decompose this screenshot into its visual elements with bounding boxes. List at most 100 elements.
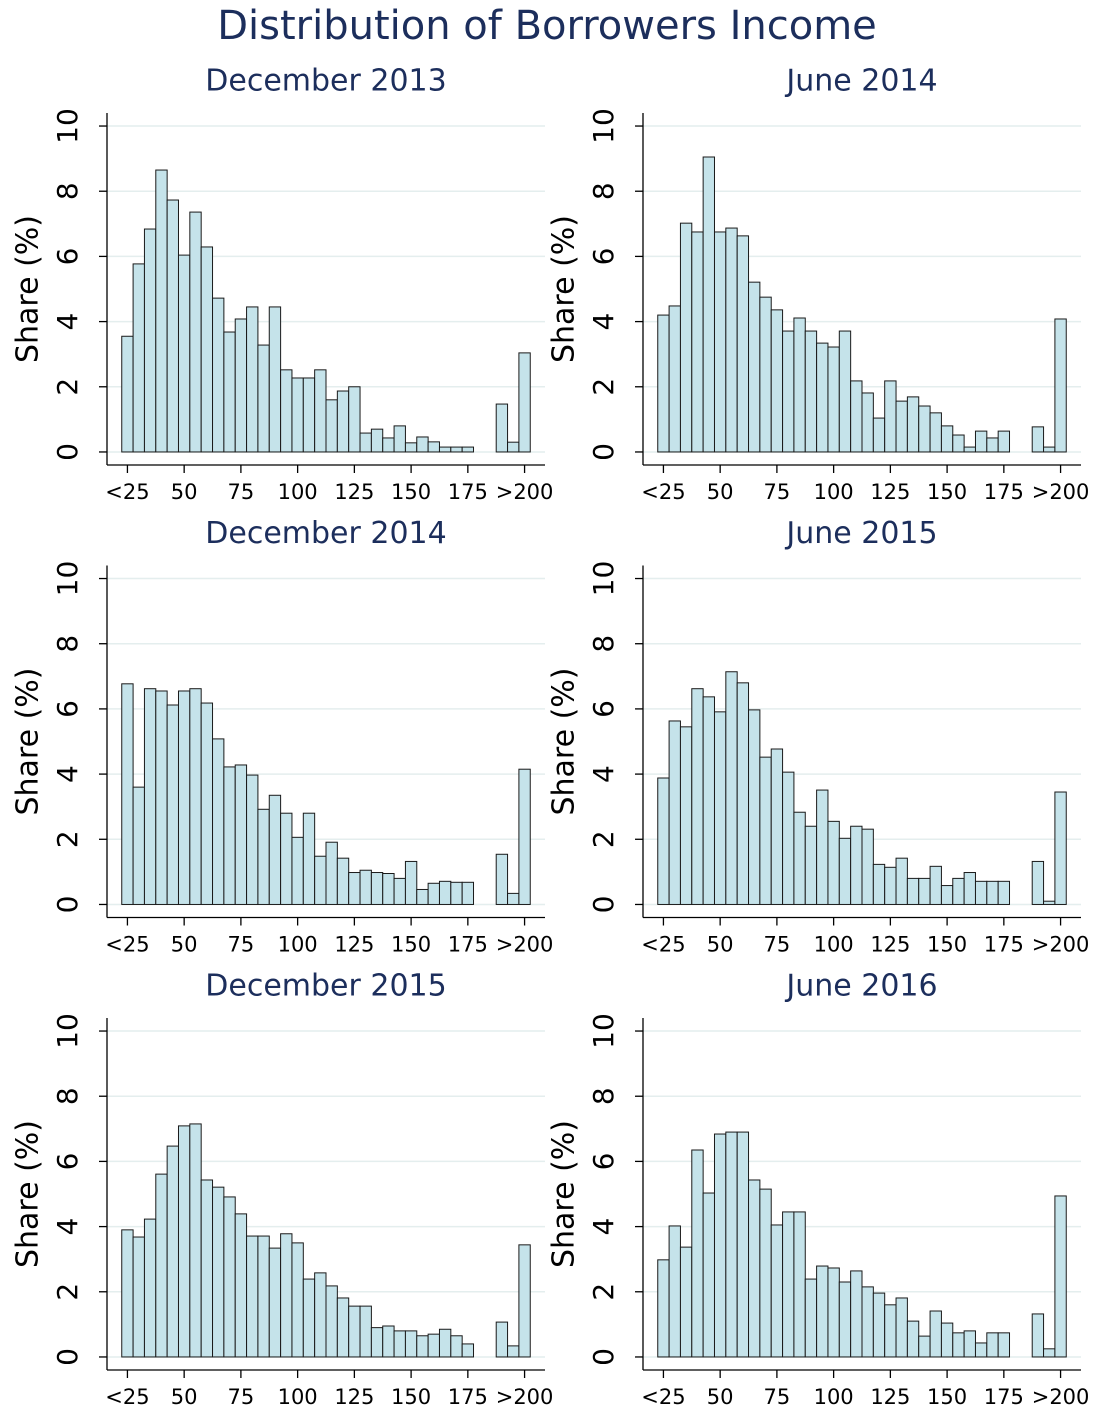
x-tick-label: <25 [105,933,149,957]
y-tick-label: 6 [51,247,84,265]
y-tick-label: 0 [587,1348,620,1366]
bar [438,880,452,905]
y-tick-label: 6 [587,247,620,265]
y-tick-label: 6 [51,700,84,718]
y-tick-label: 0 [51,443,84,461]
x-tick-label: <25 [105,480,149,504]
bar [895,400,908,453]
bar [793,317,806,453]
bar [302,812,316,905]
y-axis-label: Share (%) [547,667,582,815]
y-tick-label: 8 [587,635,620,653]
bar [507,1345,520,1358]
x-tick-label: <25 [641,1385,685,1409]
bar [393,877,406,905]
y-tick-label: 4 [587,765,620,783]
bar [495,403,509,453]
bar [679,1246,693,1358]
bar [1031,1313,1045,1358]
x-tick-label: 150 [391,933,431,957]
bar [736,682,750,905]
bar [200,1179,214,1358]
bar [770,748,784,905]
bar [736,1131,750,1358]
bar [461,1343,475,1358]
bar [906,396,920,453]
bar [325,841,338,905]
bar [725,227,738,453]
bar [1043,900,1056,905]
x-tick-label: 150 [927,933,967,957]
bar [872,863,886,905]
y-tick-label: 4 [51,765,84,783]
bar [268,1247,282,1358]
x-tick-label: >200 [1032,480,1090,504]
bar [986,880,999,905]
y-tick-label: 0 [51,896,84,914]
bar [918,1335,931,1358]
bar [121,683,134,905]
y-tick-label: 0 [587,443,620,461]
bar [427,1333,440,1358]
bar [1031,426,1045,453]
bar [759,296,772,453]
x-tick-label: >200 [496,933,554,957]
bar [314,369,327,453]
bar [793,811,806,905]
bar [782,330,795,453]
y-tick-label: 10 [587,561,620,597]
bar [748,709,761,905]
bar [495,853,509,905]
y-tick-label: 8 [587,182,620,200]
y-tick-label: 0 [51,1348,84,1366]
bar [929,1310,942,1358]
bar [827,820,840,905]
y-axis-label: Share (%) [11,215,46,363]
bar [325,1285,338,1358]
bar [827,1267,840,1358]
bar [725,671,738,905]
bar [438,1328,452,1358]
x-tick-label: 150 [927,480,967,504]
bar [838,1281,852,1358]
x-tick-label: 175 [448,1385,488,1409]
bar [1031,860,1045,905]
bar [816,342,829,453]
bar [679,726,693,905]
bar [268,794,282,905]
y-tick-label: 10 [587,108,620,144]
bar [348,386,361,453]
x-tick-label: <25 [641,480,685,504]
bar [200,246,214,453]
bar [770,309,784,453]
x-tick-label: 150 [927,1385,967,1409]
bar [336,390,350,453]
bar [997,430,1011,453]
x-tick-label: 50 [707,480,734,504]
bar [189,211,202,453]
bar [668,305,681,453]
bar [1054,318,1067,453]
bar [325,399,338,453]
y-tick-label: 4 [51,313,84,331]
bar [884,866,897,905]
bar [348,872,361,905]
bar [416,888,429,905]
y-tick-label: 6 [587,1152,620,1170]
bar [759,756,772,905]
bar [872,417,886,453]
bar [713,711,727,905]
bar [518,1244,531,1358]
y-tick-label: 2 [587,830,620,848]
panel-title: June 2016 [784,969,937,1004]
bar [280,369,293,453]
x-tick-label: 50 [171,933,198,957]
y-tick-label: 2 [51,378,84,396]
x-tick-label: >200 [1032,1385,1090,1409]
y-axis-label: Share (%) [547,215,582,363]
y-tick-label: 2 [51,830,84,848]
bar [850,1270,863,1358]
bar [438,446,452,453]
bar [359,1305,372,1358]
y-tick-label: 10 [587,1013,620,1049]
